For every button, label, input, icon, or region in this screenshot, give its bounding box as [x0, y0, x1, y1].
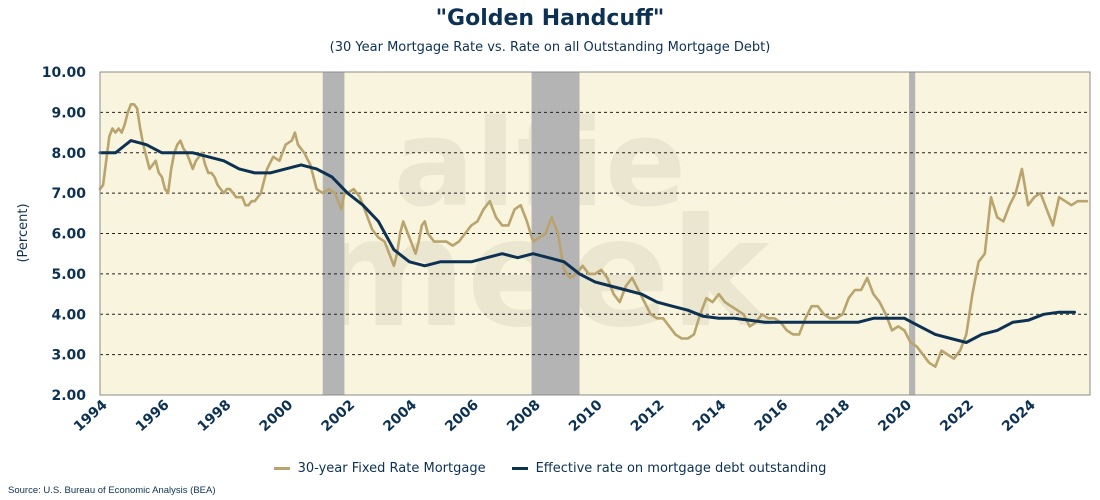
x-tick-label: 1998 [195, 397, 235, 435]
series-layer [98, 103, 1089, 368]
legend-swatch-effective [511, 467, 528, 470]
x-tick-label: 2018 [814, 397, 854, 435]
x-tick-label: 2000 [257, 397, 297, 435]
y-tick-label: 7.00 [51, 186, 86, 202]
series-effective-rate-line [98, 139, 1076, 344]
plot-border [99, 71, 1091, 396]
x-tick-label: 2008 [504, 397, 544, 435]
legend: 30-year Fixed Rate Mortgage Effective ra… [0, 461, 1100, 476]
chart-title: "Golden Handcuff" [435, 6, 665, 31]
x-tick-label: 1996 [133, 397, 173, 435]
legend-swatch-30yr [273, 467, 290, 470]
x-tick-label: 2010 [566, 397, 606, 435]
x-tick-label: 2022 [937, 397, 977, 435]
legend-item-30yr: 30-year Fixed Rate Mortgage [273, 461, 486, 476]
legend-item-effective: Effective rate on mortgage debt outstand… [511, 461, 827, 476]
x-tick-label: 2012 [628, 397, 668, 435]
y-tick-label: 3.00 [51, 348, 86, 364]
x-tick-label: 2002 [319, 397, 359, 435]
y-axis-label: (Percent) [16, 203, 31, 262]
source-note: Source: U.S. Bureau of Economic Analysis… [8, 485, 216, 496]
y-tick-label: 4.00 [51, 307, 86, 323]
series-30yr-fixed-line [98, 103, 1089, 368]
y-tick-label: 2.00 [51, 388, 86, 404]
x-tick-label: 2024 [999, 397, 1039, 435]
y-tick-label: 8.00 [51, 146, 86, 162]
x-tick-label: 2014 [690, 397, 730, 435]
legend-label-effective: Effective rate on mortgage debt outstand… [535, 461, 827, 476]
y-tick-label: 5.00 [51, 267, 86, 283]
y-tick-label: 10.00 [42, 65, 87, 81]
x-tick-label: 2016 [752, 397, 792, 435]
y-tick-label: 9.00 [51, 105, 86, 121]
x-tick-label: 2006 [442, 397, 482, 435]
chart-subtitle: (30 Year Mortgage Rate vs. Rate on all O… [329, 40, 771, 55]
x-tick-label: 2020 [875, 397, 915, 435]
x-tick-label: 2004 [380, 397, 420, 435]
y-tick-label: 6.00 [51, 227, 86, 243]
legend-label-30yr: 30-year Fixed Rate Mortgage [297, 461, 486, 476]
y-axis-ticks: 2.00 3.00 4.00 5.00 6.00 7.00 8.00 9.00 10.00 [42, 65, 87, 404]
x-axis-ticks: 1994 1996 1998 2000 2002 2004 2006 2008 2010 2012… [71, 397, 1039, 435]
